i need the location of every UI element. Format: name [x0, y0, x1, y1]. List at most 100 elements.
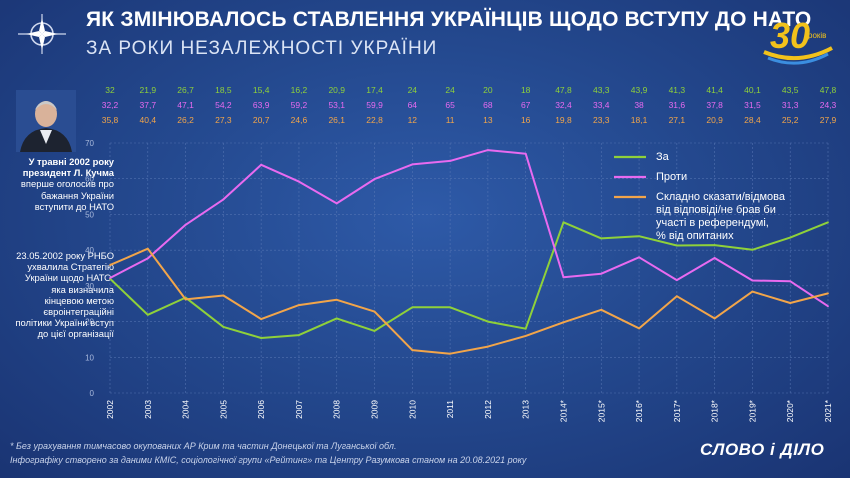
data-point-undecided: [298, 304, 300, 307]
data-point-against: [184, 223, 187, 226]
data-point-against: [562, 276, 565, 279]
data-point-against: [638, 256, 640, 259]
data-label-for: 18: [521, 85, 531, 95]
data-point-undecided: [562, 321, 565, 324]
y-tick-label: 40: [85, 246, 94, 255]
data-label-against: 32,4: [555, 100, 572, 110]
data-point-undecided: [486, 345, 489, 348]
data-point-for: [638, 235, 640, 238]
data-point-for: [486, 320, 489, 323]
data-point-for: [335, 317, 338, 320]
data-point-undecided: [373, 310, 376, 313]
data-point-for: [751, 248, 754, 251]
data-label-for: 47,8: [555, 85, 572, 95]
data-label-undecided: 27,1: [669, 115, 686, 125]
data-label-for: 43,3: [593, 85, 610, 95]
data-label-for: 40,1: [744, 85, 761, 95]
data-point-for: [449, 306, 452, 309]
data-point-against: [335, 202, 338, 205]
page-subtitle: ЗА РОКИ НЕЗАЛЕЖНОСТІ УКРАЇНИ: [86, 38, 438, 59]
data-point-for: [260, 337, 263, 339]
y-tick-label: 10: [85, 353, 94, 362]
data-label-undecided: 26,2: [177, 115, 194, 125]
x-tick-label: 2009: [370, 400, 380, 419]
data-point-undecided: [222, 294, 225, 297]
x-tick-label: 2012: [483, 400, 493, 419]
data-label-undecided: 27,9: [820, 115, 837, 125]
data-point-undecided: [524, 334, 527, 337]
x-tick-label: 2005: [218, 400, 228, 419]
data-point-for: [789, 236, 792, 239]
footnote-occupied: * Без урахування тимчасово окупованих АР…: [10, 441, 397, 451]
footnote-source: Інфографіку створено за даними КМІС, соц…: [10, 455, 527, 465]
data-label-for: 16,2: [291, 85, 308, 95]
x-tick-label: 2021*: [823, 399, 833, 422]
data-label-undecided: 24,6: [291, 115, 308, 125]
data-point-against: [373, 178, 376, 180]
data-label-against: 65: [445, 100, 455, 110]
data-point-undecided: [335, 298, 338, 301]
legend-label-undecided: Складно сказати/відмова від відповіді/не …: [656, 191, 786, 242]
data-point-against: [146, 257, 149, 260]
legend-label-for: За: [656, 151, 670, 163]
data-label-against: 37,8: [706, 100, 723, 110]
x-tick-label: 2011: [445, 400, 455, 419]
x-tick-label: 2007: [294, 400, 304, 419]
data-point-for: [298, 334, 300, 337]
data-label-against: 33,4: [593, 100, 610, 110]
data-label-undecided: 20,9: [706, 115, 723, 125]
series-line-for: [109, 221, 829, 339]
data-label-against: 68: [483, 100, 493, 110]
data-point-undecided: [827, 292, 829, 295]
legend-label-against: Проти: [656, 171, 687, 183]
data-label-against: 31,3: [782, 100, 799, 110]
data-label-against: 63,9: [253, 100, 270, 110]
data-label-undecided: 13: [483, 115, 493, 125]
anniversary-number: 30: [770, 15, 810, 56]
x-tick-label: 2002: [105, 400, 115, 419]
data-label-undecided: 22,8: [366, 115, 383, 125]
data-label-undecided: 16: [521, 115, 531, 125]
data-label-against: 24,3: [820, 100, 837, 110]
data-point-undecided: [713, 317, 716, 320]
data-point-against: [600, 272, 603, 275]
x-tick-label: 2014*: [558, 399, 568, 422]
data-point-against: [827, 305, 829, 308]
data-point-undecided: [449, 352, 452, 355]
data-label-for: 17,4: [366, 85, 383, 95]
data-label-for: 18,5: [215, 85, 232, 95]
x-tick-label: 2018*: [710, 399, 720, 422]
data-label-for: 20: [483, 85, 493, 95]
x-tick-label: 2013: [521, 400, 531, 419]
y-tick-label: 70: [85, 139, 94, 148]
data-label-for: 41,3: [669, 85, 686, 95]
data-label-undecided: 11: [446, 115, 455, 125]
data-label-undecided: 12: [408, 115, 418, 125]
y-tick-label: 30: [85, 282, 94, 291]
x-tick-label: 2004: [181, 400, 191, 419]
data-point-undecided: [146, 247, 149, 250]
data-label-for: 43,5: [782, 85, 799, 95]
page-title: ЯК ЗМІНЮВАЛОСЬ СТАВЛЕННЯ УКРАЇНЦІВ ЩОДО …: [86, 8, 812, 31]
series-line-against: [109, 149, 829, 308]
data-point-undecided: [600, 308, 603, 311]
data-point-against: [675, 279, 678, 282]
data-point-against: [486, 149, 489, 152]
data-point-against: [109, 277, 111, 279]
anniversary-word: років: [808, 31, 826, 40]
data-label-against: 47,1: [177, 100, 194, 110]
data-label-against: 53,1: [328, 100, 345, 110]
data-label-against: 31,6: [669, 100, 686, 110]
data-point-against: [260, 163, 263, 166]
data-label-against: 59,2: [291, 100, 308, 110]
data-label-for: 21,9: [140, 85, 157, 95]
y-tick-label: 60: [85, 175, 94, 184]
data-label-against: 31,5: [744, 100, 761, 110]
nato-compass-icon: [18, 14, 66, 54]
sidebar-note-kuchma-lead: У травні 2002 року президент Л. Кучма: [22, 156, 114, 179]
data-point-for: [600, 237, 603, 240]
data-point-undecided: [789, 302, 792, 304]
data-point-for: [713, 244, 716, 247]
data-point-against: [789, 280, 792, 283]
